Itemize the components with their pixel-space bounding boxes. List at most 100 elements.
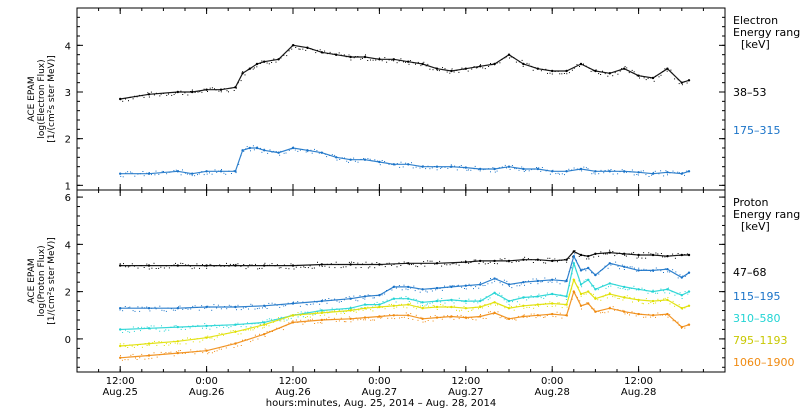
- scatter-dot: [660, 270, 662, 272]
- scatter-dot: [292, 301, 294, 303]
- scatter-dot: [571, 288, 573, 290]
- scatter-dot: [207, 335, 209, 337]
- scatter-dot: [271, 302, 273, 304]
- scatter-dot: [261, 60, 263, 62]
- scatter-dot: [526, 62, 528, 64]
- scatter-dot: [588, 67, 590, 69]
- scatter-dot: [369, 158, 371, 160]
- scatter-dot: [232, 330, 234, 331]
- scatter-dot: [214, 88, 215, 90]
- scatter-dot: [377, 160, 379, 162]
- scatter-dot: [477, 169, 479, 171]
- scatter-dot: [587, 168, 589, 170]
- scatter-dot: [250, 150, 251, 152]
- scatter-dot: [511, 306, 512, 308]
- scatter-dot: [602, 70, 603, 72]
- scatter-dot: [441, 298, 443, 299]
- scatter-dot: [355, 317, 357, 319]
- scatter-dot: [636, 299, 638, 300]
- scatter-dot: [408, 303, 410, 305]
- data-point: [536, 167, 539, 171]
- series-line: [120, 147, 690, 175]
- scatter-dot: [326, 53, 328, 55]
- scatter-dot: [511, 318, 513, 320]
- scatter-dot: [400, 161, 402, 163]
- scatter-dot: [663, 175, 665, 177]
- scatter-dot: [617, 298, 619, 299]
- scatter-dot: [122, 176, 124, 178]
- scatter-dot: [133, 265, 135, 267]
- scatter-dot: [379, 304, 381, 306]
- scatter-dot: [237, 304, 239, 306]
- scatter-dot: [633, 312, 635, 314]
- scatter-dot: [406, 307, 408, 309]
- x-axis-label: hours:minutes, Aug. 25, 2014 – Aug. 28, …: [266, 398, 497, 409]
- scatter-dot: [235, 172, 237, 174]
- scatter-dot: [580, 64, 582, 66]
- scatter-dot: [393, 60, 395, 62]
- scatter-dot: [266, 324, 267, 326]
- data-point: [493, 301, 496, 304]
- scatter-dot: [471, 68, 473, 70]
- data-point: [450, 165, 453, 168]
- scatter-dot: [321, 322, 323, 324]
- scatter-dot: [319, 322, 321, 324]
- scatter-dot: [552, 259, 554, 261]
- scatter-dot: [335, 261, 337, 263]
- scatter-dot: [271, 320, 273, 321]
- scatter-dot: [508, 261, 510, 263]
- scatter-dot: [290, 263, 292, 265]
- x-tick-date-label: Aug.28: [621, 387, 656, 398]
- scatter-dot: [442, 304, 444, 306]
- scatter-dot: [682, 254, 684, 256]
- scatter-dot: [617, 265, 619, 267]
- scatter-dot: [604, 265, 606, 267]
- scatter-dot: [137, 345, 139, 346]
- scatter-dot: [614, 309, 615, 311]
- scatter-dot: [535, 317, 537, 319]
- scatter-dot: [205, 327, 207, 329]
- scatter-dot: [455, 263, 457, 265]
- scatter-dot: [134, 310, 136, 312]
- scatter-dot: [603, 172, 605, 174]
- data-point: [191, 172, 194, 175]
- scatter-dot: [665, 170, 667, 172]
- scatter-dot: [512, 301, 513, 303]
- scatter-dot: [597, 289, 599, 291]
- scatter-dot: [146, 345, 148, 346]
- scatter-dot: [226, 90, 228, 92]
- scatter-dot: [133, 346, 135, 348]
- scatter-dot: [467, 70, 469, 72]
- scatter-dot: [304, 267, 306, 268]
- scatter-dot: [415, 166, 417, 168]
- scatter-dot: [545, 302, 546, 304]
- scatter-dot: [335, 320, 337, 322]
- data-point: [608, 262, 611, 265]
- data-point: [666, 288, 669, 291]
- scatter-dot: [165, 265, 167, 267]
- scatter-dot: [170, 351, 172, 353]
- scatter-dot: [677, 321, 679, 323]
- scatter-dot: [187, 264, 189, 266]
- scatter-dot: [446, 71, 448, 73]
- data-point: [450, 298, 453, 302]
- scatter-dot: [574, 253, 576, 255]
- scatter-dot: [365, 54, 366, 56]
- scatter-dot: [396, 314, 398, 316]
- scatter-dot: [251, 304, 253, 306]
- scatter-dot: [431, 290, 433, 292]
- data-point: [421, 62, 424, 66]
- scatter-dot: [463, 301, 465, 303]
- scatter-dot: [407, 164, 409, 166]
- scatter-dot: [573, 167, 575, 169]
- scatter-dot: [458, 166, 460, 168]
- scatter-dot: [581, 308, 582, 310]
- scatter-dot: [625, 171, 627, 173]
- scatter-dot: [134, 175, 136, 177]
- scatter-dot: [279, 154, 281, 156]
- data-point: [479, 299, 482, 303]
- scatter-dot: [373, 297, 375, 299]
- scatter-dot: [343, 299, 345, 301]
